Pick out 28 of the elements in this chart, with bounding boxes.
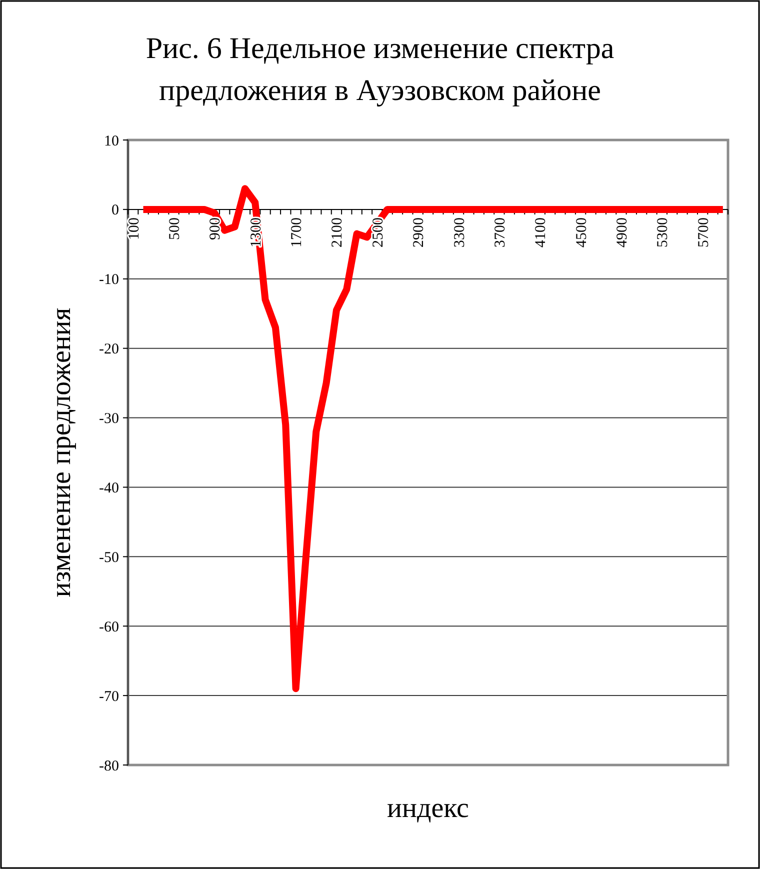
y-tick-label: 0: [112, 202, 119, 219]
y-tick-label: -20: [99, 342, 119, 358]
y-tick-label: -30: [99, 411, 119, 428]
x-tick-label: 2900: [411, 217, 428, 248]
x-tick-label: 3300: [452, 217, 468, 248]
x-tick-label: 5300: [655, 217, 672, 248]
y-axis-title: изменение предложения: [46, 308, 77, 598]
y-tick-label: -10: [99, 272, 119, 288]
y-tick-label: -80: [99, 758, 119, 774]
x-tick-label: 100: [126, 217, 142, 240]
x-tick-label: 2100: [330, 217, 346, 248]
x-tick-label: 1300: [248, 217, 264, 248]
y-tick-label: -70: [99, 688, 119, 705]
chart-title: Рис. 6 Недельное изменение спектра предложения в Ауэзовском районе: [146, 32, 614, 107]
x-tick-label: 4100: [533, 217, 550, 248]
y-tick-label: -50: [99, 550, 119, 566]
x-tick-label: 1700: [289, 217, 306, 248]
y-tick-label: 10: [104, 133, 119, 150]
y-tick-label: -40: [99, 480, 119, 496]
x-tick-label: 4500: [574, 217, 590, 248]
x-axis-title: индекс: [387, 793, 469, 824]
x-tick-label: 500: [167, 217, 184, 240]
y-tick-label: -60: [99, 619, 119, 636]
x-tick-label: 900: [208, 217, 224, 240]
x-tick-label: 4900: [614, 217, 630, 248]
x-tick-label: 3700: [492, 217, 508, 248]
x-tick-label: 2500: [370, 217, 386, 248]
x-tick-label: 5700: [696, 217, 712, 248]
